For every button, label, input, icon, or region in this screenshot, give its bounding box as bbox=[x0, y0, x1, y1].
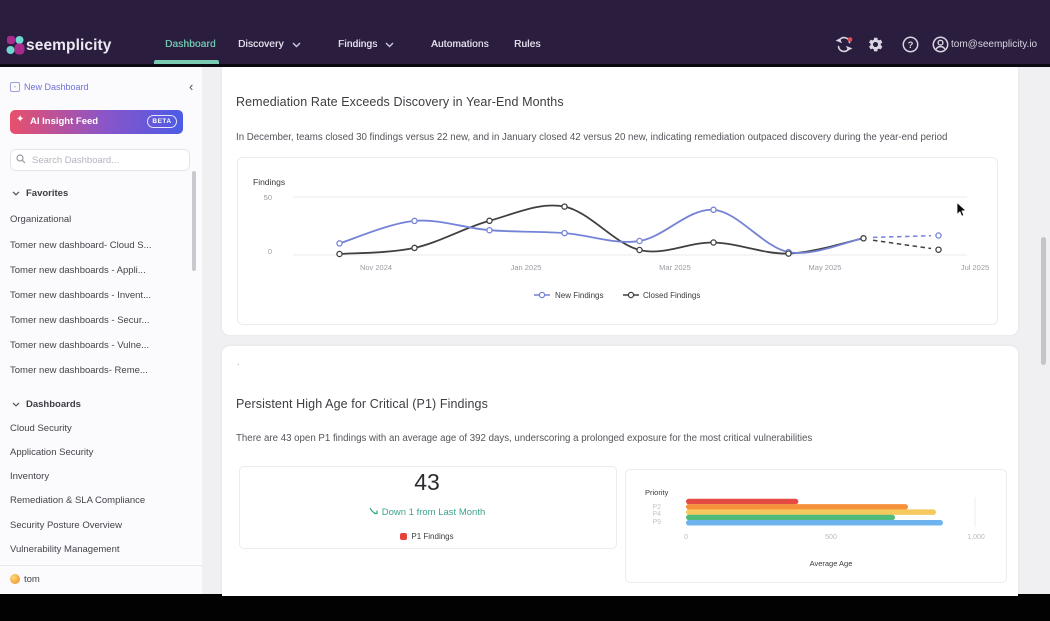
svg-text:?: ? bbox=[908, 40, 914, 51]
